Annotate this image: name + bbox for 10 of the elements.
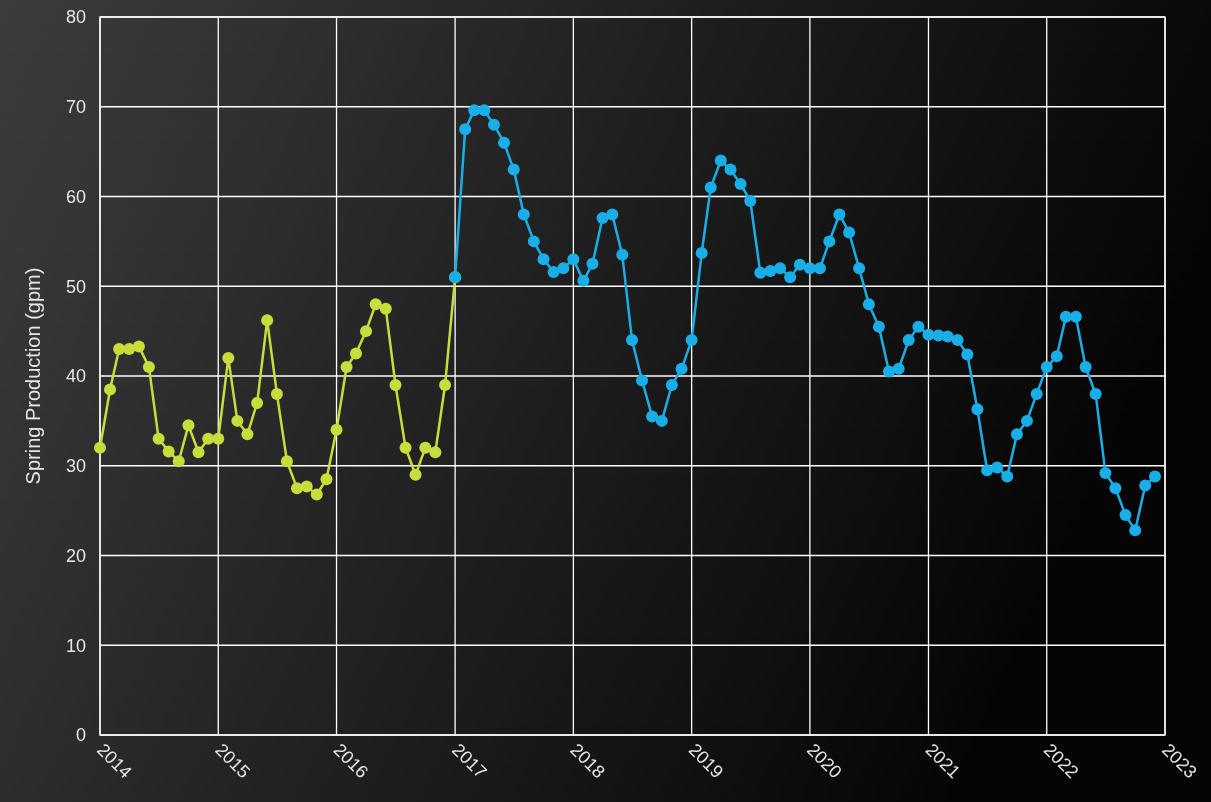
y-tick-label: 10	[65, 635, 86, 656]
y-tick-label: 80	[65, 7, 86, 28]
y-tick-label: 50	[65, 276, 86, 297]
y-tick-label: 70	[65, 97, 86, 118]
y-tick-label: 40	[65, 366, 86, 387]
y-tick-label: 60	[65, 186, 86, 207]
y-tick-label: 20	[65, 545, 86, 566]
y-tick-label: 0	[75, 725, 86, 746]
y-tick-label: 30	[65, 456, 86, 477]
y-axis-title: Spring Production (gpm)	[22, 267, 44, 485]
